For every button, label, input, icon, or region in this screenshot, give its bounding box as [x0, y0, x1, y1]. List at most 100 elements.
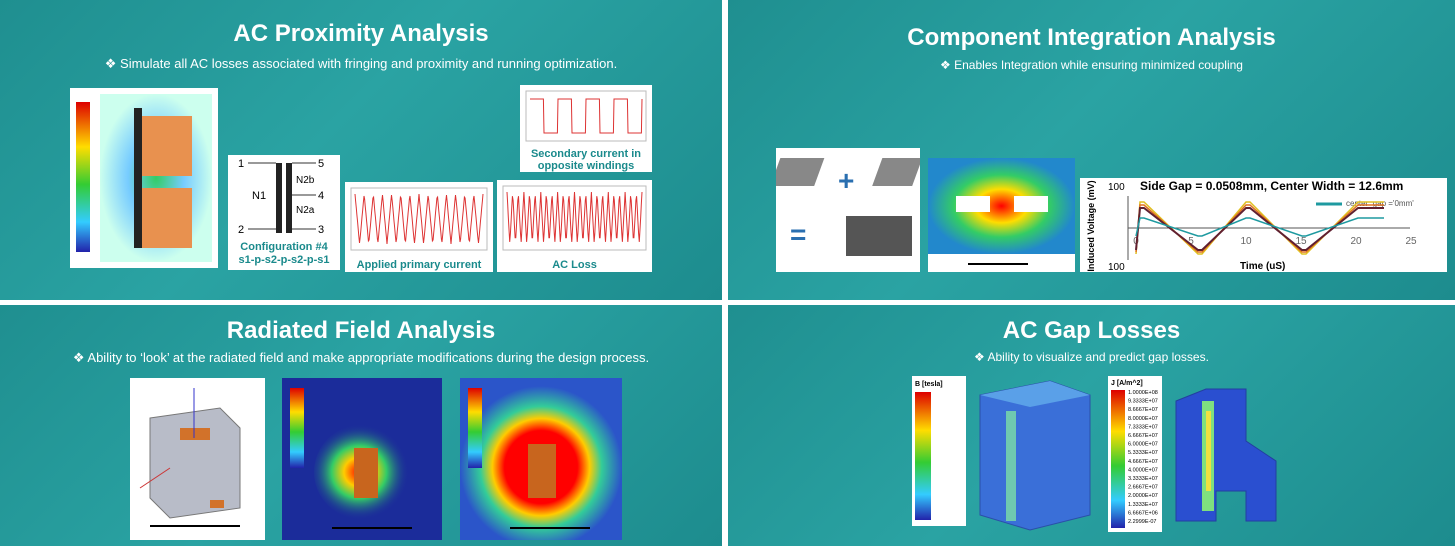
caption: s1-p-s2-p-s2-p-s1 [238, 254, 330, 266]
voltage-chart: Side Gap = 0.0508mm, Center Width = 12.6… [1080, 178, 1447, 273]
colorbar-value: 2.6667E+07 [1128, 485, 1158, 491]
x-tick-label: 20 [1350, 236, 1362, 247]
colorbar-value: 6.0000E+07 [1128, 442, 1158, 448]
shape [142, 188, 192, 248]
panel-title: Radiated Field Analysis [226, 317, 496, 344]
waveform-line [354, 193, 484, 245]
shape [180, 428, 210, 440]
shape [846, 216, 912, 256]
panel-title: Component Integration Analysis [907, 24, 1276, 51]
shape [1111, 390, 1125, 528]
colorbar-value: 6.6667E+07 [1128, 433, 1158, 439]
shape [468, 388, 482, 468]
colorbar-value: 1.3333E+07 [1128, 502, 1158, 508]
shape [290, 388, 304, 468]
colorbar-value: 4.6667E+07 [1128, 459, 1158, 465]
colorbar-value: 9.3333E+07 [1128, 399, 1158, 405]
colorbar-label: J [A/m^2] [1111, 379, 1143, 387]
voltage-trace [1135, 201, 1384, 255]
caption: AC Loss [552, 259, 597, 271]
waveform [350, 187, 488, 251]
colorbar-value: 2.2999E-07 [1128, 519, 1156, 525]
legend-label: center_gap ='0mm' [1346, 199, 1414, 208]
schematic: 1 5 4 2 3 N1 N2b N2a [238, 158, 324, 235]
colorbar-value: 3.3333E+07 [1128, 476, 1158, 482]
colorbar-value: 6.6667E+06 [1128, 510, 1158, 516]
shape [1006, 411, 1016, 521]
x-tick-label: 25 [1405, 236, 1417, 247]
voltage-trace [1135, 207, 1384, 251]
colorbar: B [tesla] [912, 376, 966, 526]
shape [1014, 196, 1048, 212]
colorbar: J [A/m^2] 1.0000E+08 9.3333E+07 8.6667E+07… [1108, 376, 1162, 532]
divider [722, 0, 728, 546]
voltage-trace [1135, 204, 1384, 253]
waveform [502, 185, 647, 251]
shape [76, 102, 90, 252]
caption: Applied primary current [356, 259, 482, 271]
colorbar-value: 8.6667E+07 [1128, 407, 1158, 413]
field-image [928, 158, 1075, 272]
colorbar-value: 7.3333E+07 [1128, 424, 1158, 430]
pin-label: 4 [318, 190, 324, 202]
x-tick-label: 10 [1240, 236, 1252, 247]
field-plot [70, 88, 218, 268]
pin-label: 5 [318, 158, 324, 170]
shape [1175, 388, 1277, 522]
pin-label: 2 [238, 224, 244, 235]
colorbar-value: 8.0000E+07 [1128, 416, 1158, 422]
shape [1206, 411, 1211, 491]
shape [286, 163, 292, 233]
shape [142, 116, 192, 176]
shape [928, 158, 1075, 254]
panel: AC Gap Losses ❖ Ability to visualize and… [728, 305, 1455, 546]
waveform-image: Applied primary current [345, 182, 493, 272]
panel-subtitle: ❖ Ability to ‘look’ at the radiated fiel… [72, 350, 650, 365]
waveform [525, 90, 647, 142]
panel-subtitle: ❖ Ability to visualize and predict gap l… [974, 350, 1209, 364]
x-tick-label: 5 [1188, 236, 1194, 247]
waveform-image: Secondary current in opposite windings [520, 85, 652, 172]
field-image [282, 378, 442, 540]
chart: Side Gap = 0.0508mm, Center Width = 12.6… [1086, 179, 1417, 273]
shape [872, 158, 920, 186]
plot-frame [502, 185, 647, 251]
voltage-trace [1135, 217, 1384, 237]
panel-subtitle: ❖ Simulate all AC losses associated with… [104, 56, 618, 71]
label: + [838, 165, 854, 196]
shape [956, 196, 990, 212]
shape [980, 381, 1090, 407]
x-tick-label: 15 [1295, 236, 1307, 247]
waveform-line [506, 191, 643, 242]
components-image: + = [776, 148, 920, 272]
panel: Radiated Field Analysis ❖ Ability to ‘lo… [0, 305, 722, 546]
model-image [130, 378, 265, 540]
shape [139, 467, 171, 489]
field-image [460, 378, 622, 540]
transformer-diagram: 1 5 4 2 3 N1 N2b N2a Configuration #4 s1… [228, 155, 340, 270]
y-axis-label: Induced Voltage (mV) [1086, 180, 1096, 271]
winding-label: N2b [296, 175, 315, 186]
plot-frame [525, 90, 647, 142]
caption: Secondary current in opposite windings [530, 148, 642, 172]
divider [0, 300, 1455, 305]
panel: Component Integration Analysis ❖ Enables… [728, 0, 1455, 300]
shape [354, 448, 378, 498]
shape [276, 163, 282, 233]
colorbar-label: B [tesla] [915, 381, 943, 388]
shape [134, 108, 142, 248]
waveform-image: AC Loss [497, 180, 652, 272]
shape [915, 392, 931, 520]
shape [776, 158, 825, 186]
waveform-line [530, 98, 643, 134]
y-tick-label: 100 [1108, 262, 1125, 272]
colorbar-value: 1.0000E+08 [1128, 390, 1158, 396]
shape [210, 500, 224, 508]
shape [528, 444, 556, 498]
colorbar-value: 5.3333E+07 [1128, 450, 1158, 456]
shape [149, 407, 241, 519]
core-image [1175, 388, 1277, 522]
core-image [979, 380, 1091, 531]
winding-label: N1 [252, 190, 266, 202]
